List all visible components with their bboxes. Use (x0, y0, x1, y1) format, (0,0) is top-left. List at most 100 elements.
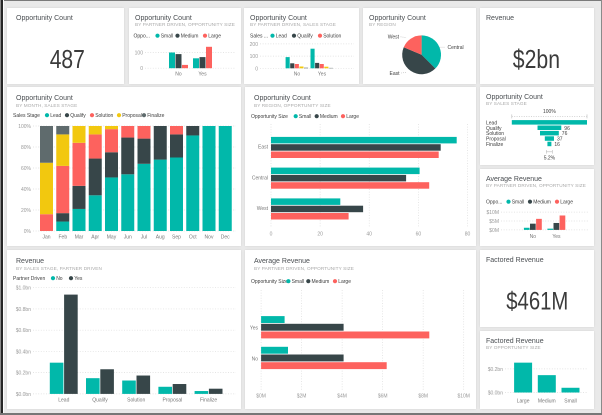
svg-text:$10M: $10M (486, 210, 499, 216)
svg-text:No: No (294, 72, 301, 78)
svg-text:$0.2bn: $0.2bn (488, 367, 504, 373)
svg-text:Qualify: Qualify (486, 126, 502, 132)
svg-text:West: West (257, 206, 269, 212)
svg-text:Sep: Sep (172, 235, 181, 241)
svg-text:16: 16 (554, 142, 560, 148)
svg-text:Jun: Jun (124, 235, 132, 241)
svg-text:Finalize: Finalize (147, 113, 164, 119)
svg-text:Small: Small (299, 114, 312, 120)
svg-text:$0.0bn: $0.0bn (16, 392, 32, 398)
svg-text:37: 37 (557, 137, 563, 143)
svg-text:$4M: $4M (337, 394, 347, 400)
svg-text:East: East (258, 145, 269, 151)
svg-text:Lead: Lead (50, 113, 61, 119)
svg-text:No: No (252, 356, 259, 362)
svg-text:$2M: $2M (297, 394, 307, 400)
svg-text:Small: Small (292, 279, 305, 285)
svg-text:0: 0 (140, 66, 143, 72)
svg-text:Oppo...: Oppo... (134, 34, 150, 40)
svg-text:No: No (530, 234, 537, 240)
svg-text:Central: Central (252, 175, 268, 181)
svg-text:Opportunity Size: Opportunity Size (251, 279, 288, 285)
svg-text:Feb: Feb (58, 235, 67, 241)
svg-text:$0M: $0M (256, 394, 266, 400)
svg-text:Finalize: Finalize (200, 398, 217, 404)
svg-text:Solution: Solution (323, 34, 341, 40)
svg-text:20%: 20% (21, 208, 32, 214)
svg-text:0%: 0% (24, 229, 32, 235)
svg-text:Proposal: Proposal (486, 137, 506, 143)
svg-text:Solution: Solution (127, 398, 145, 404)
svg-text:East: East (389, 71, 400, 77)
svg-text:Proposal: Proposal (163, 398, 183, 404)
svg-text:Apr: Apr (91, 235, 99, 241)
svg-text:Jan: Jan (42, 235, 50, 241)
svg-text:Medium: Medium (533, 200, 551, 206)
svg-text:No: No (175, 72, 182, 78)
svg-text:West: West (388, 35, 400, 41)
svg-text:Small: Small (564, 399, 577, 405)
svg-text:Medium: Medium (320, 114, 338, 120)
svg-text:$0.2bn: $0.2bn (16, 371, 32, 377)
svg-text:Medium: Medium (312, 279, 330, 285)
svg-text:Sales Stage: Sales Stage (13, 113, 40, 119)
svg-text:Small: Small (161, 34, 174, 40)
svg-text:80: 80 (465, 232, 471, 238)
svg-text:80%: 80% (21, 145, 32, 151)
svg-text:Large: Large (560, 200, 573, 206)
svg-text:$0.6bn: $0.6bn (16, 328, 32, 334)
svg-text:Central: Central (448, 45, 464, 51)
svg-text:0: 0 (255, 66, 258, 72)
svg-text:Opportunity Size: Opportunity Size (251, 114, 288, 120)
svg-text:Qualify: Qualify (297, 34, 313, 40)
svg-text:Yes: Yes (198, 72, 207, 78)
svg-text:$0.4bn: $0.4bn (16, 349, 32, 355)
svg-text:100: 100 (135, 51, 144, 57)
svg-text:200: 200 (250, 42, 259, 48)
svg-text:Qualify: Qualify (70, 113, 86, 119)
svg-text:Medium: Medium (538, 399, 556, 405)
svg-text:Oppo...: Oppo... (486, 200, 502, 206)
svg-text:Lead: Lead (486, 120, 497, 126)
svg-text:$0.8bn: $0.8bn (16, 307, 32, 313)
svg-text:76: 76 (562, 131, 568, 137)
svg-text:40%: 40% (21, 187, 32, 193)
svg-text:100: 100 (250, 54, 259, 60)
svg-text:$8M: $8M (418, 394, 428, 400)
svg-text:Lead: Lead (276, 34, 287, 40)
svg-text:5.2%: 5.2% (544, 156, 556, 162)
svg-text:487: 487 (50, 46, 85, 74)
svg-text:Yes: Yes (552, 234, 561, 240)
svg-text:Finalize: Finalize (486, 142, 503, 148)
svg-text:$6M: $6M (378, 394, 388, 400)
svg-text:Sales ...: Sales ... (250, 34, 268, 40)
svg-text:Large: Large (517, 399, 530, 405)
svg-text:100%: 100% (18, 124, 31, 130)
svg-text:Small: Small (512, 200, 525, 206)
svg-text:Qualify: Qualify (92, 398, 108, 404)
svg-text:Yes: Yes (318, 72, 327, 78)
svg-text:May: May (107, 235, 117, 241)
svg-text:0: 0 (270, 232, 273, 238)
svg-text:Oct: Oct (189, 235, 197, 241)
svg-text:$0.0bn: $0.0bn (488, 391, 504, 397)
svg-text:Partner Driven: Partner Driven (13, 276, 45, 282)
svg-text:Medium: Medium (181, 34, 199, 40)
svg-text:20: 20 (317, 232, 323, 238)
svg-text:Large: Large (208, 34, 221, 40)
svg-text:Yes: Yes (74, 276, 83, 282)
svg-text:60%: 60% (21, 166, 32, 172)
svg-text:Dec: Dec (221, 235, 230, 241)
svg-text:Jul: Jul (141, 235, 147, 241)
svg-text:60: 60 (416, 232, 422, 238)
svg-text:No: No (56, 276, 63, 282)
svg-text:Mar: Mar (75, 235, 84, 241)
svg-text:Solution: Solution (95, 113, 113, 119)
svg-text:Aug: Aug (156, 235, 165, 241)
svg-text:$0M: $0M (489, 228, 499, 234)
svg-text:Large: Large (346, 114, 359, 120)
svg-text:Proposal: Proposal (122, 113, 142, 119)
svg-text:Nov: Nov (205, 235, 214, 241)
svg-text:Large: Large (338, 279, 351, 285)
svg-text:Yes: Yes (250, 326, 259, 332)
